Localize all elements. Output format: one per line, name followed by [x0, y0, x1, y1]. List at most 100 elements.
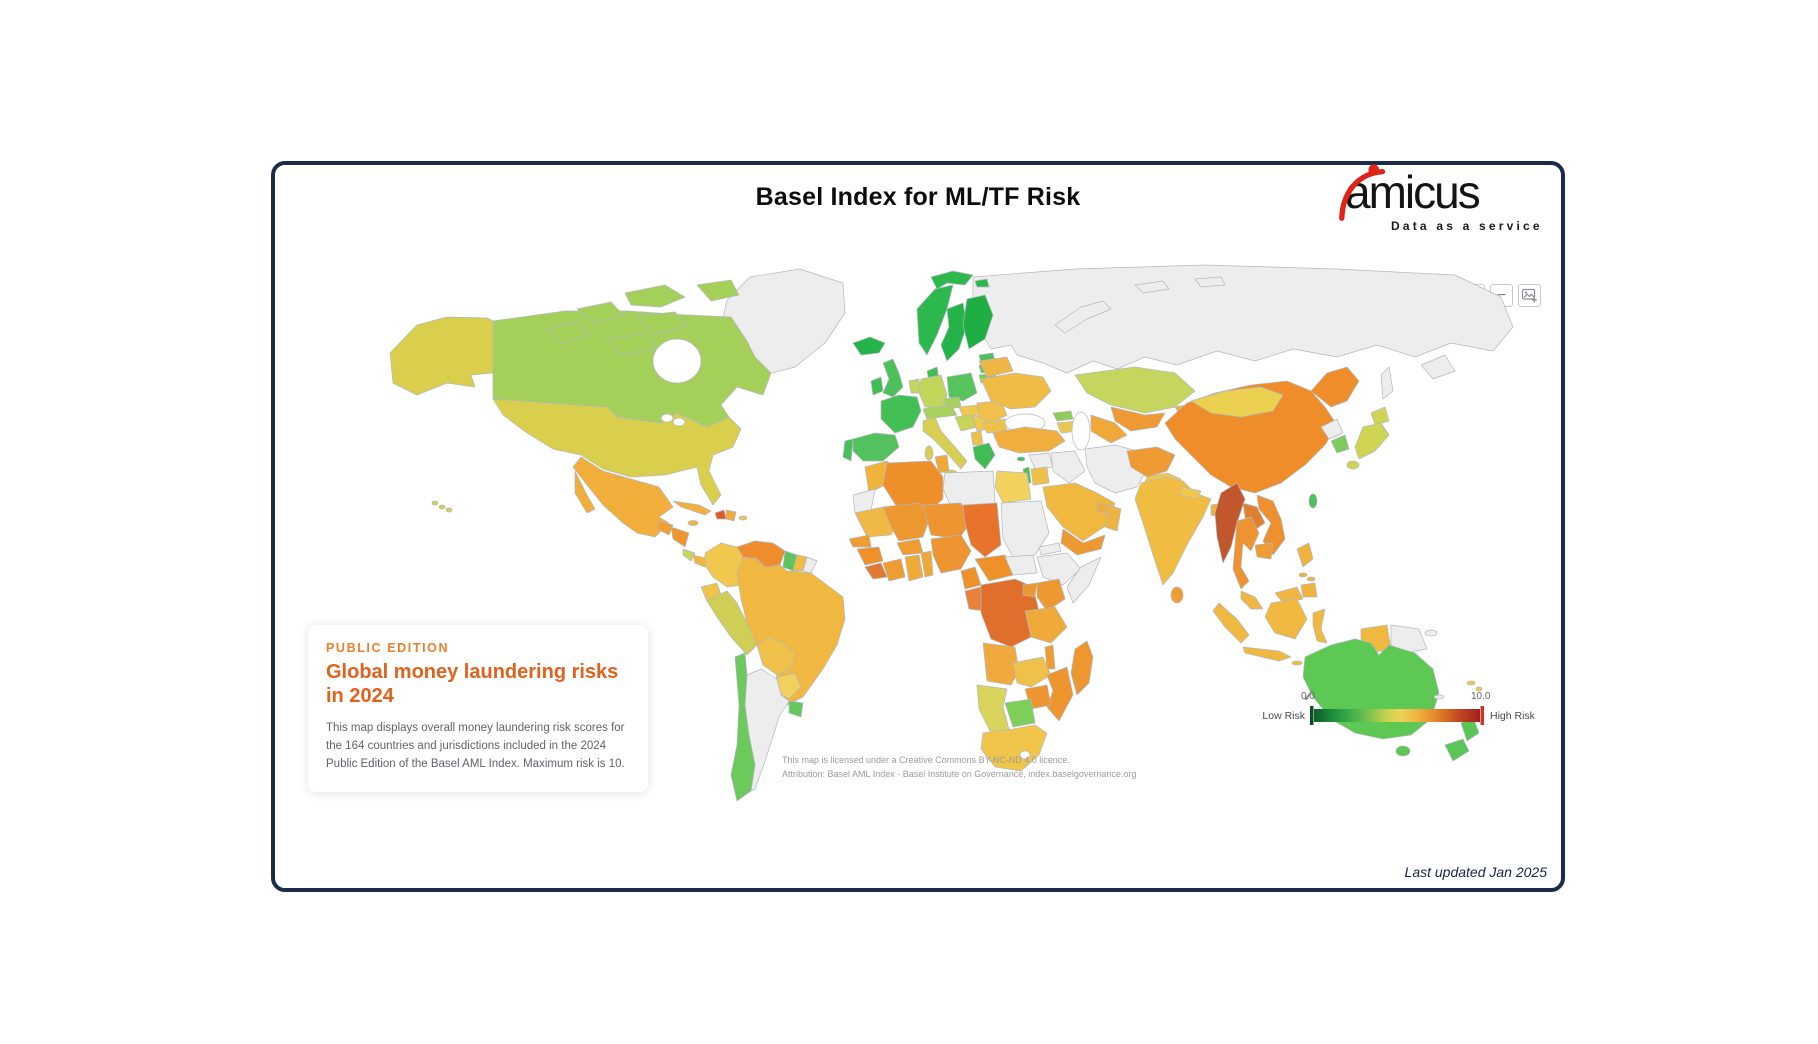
country-syria[interactable]: [1028, 452, 1054, 470]
country-sierra-leone[interactable]: [864, 562, 888, 580]
country-myanmar[interactable]: [1214, 482, 1246, 564]
country-vietnam[interactable]: [1256, 494, 1286, 556]
country-kazakhstan[interactable]: [1074, 366, 1196, 414]
country-botswana[interactable]: [1004, 698, 1036, 728]
country-uruguay[interactable]: [788, 700, 804, 718]
country-cuba[interactable]: [672, 500, 712, 516]
country-ukraine[interactable]: [980, 372, 1052, 410]
legend-low-tick: [1310, 706, 1314, 725]
country-yemen[interactable]: [1060, 528, 1106, 556]
country-malawi[interactable]: [1044, 644, 1056, 670]
country-ireland[interactable]: [870, 376, 884, 396]
country-australia[interactable]: [1302, 638, 1440, 757]
country-guinea[interactable]: [856, 546, 884, 566]
country-india[interactable]: [1134, 476, 1212, 586]
country-dominican-republic[interactable]: [725, 509, 737, 522]
country-georgia[interactable]: [1052, 410, 1074, 422]
country-south-sudan[interactable]: [1004, 554, 1038, 576]
country-sri-lanka[interactable]: [1170, 586, 1184, 604]
country-philippines[interactable]: [1296, 542, 1318, 598]
country-alpine[interactable]: [922, 404, 958, 420]
country-puerto-rico[interactable]: [738, 515, 748, 521]
country-sweden[interactable]: [940, 302, 968, 362]
country-mongolia[interactable]: [1190, 386, 1284, 418]
country-italy[interactable]: [922, 416, 968, 477]
country-ethiopia[interactable]: [1036, 552, 1082, 586]
country-uzbekistan[interactable]: [1110, 406, 1166, 432]
country-somalia[interactable]: [1066, 556, 1102, 604]
country-jamaica[interactable]: [687, 520, 699, 526]
country-chad[interactable]: [962, 502, 1002, 558]
country-benin[interactable]: [920, 550, 934, 578]
country-portugal[interactable]: [842, 438, 854, 462]
country-colombia[interactable]: [704, 542, 744, 588]
country-turkmenistan[interactable]: [1090, 414, 1128, 444]
country-chile[interactable]: [730, 652, 756, 802]
country-senegal[interactable]: [848, 534, 872, 548]
country-new-caledonia[interactable]: [1433, 694, 1445, 700]
country-tunisia[interactable]: [934, 454, 950, 474]
country-japan[interactable]: [1346, 406, 1390, 470]
country-albania[interactable]: [970, 430, 984, 446]
country-sudan[interactable]: [1000, 500, 1050, 558]
page-title: Basel Index for ML/TF Risk: [755, 183, 1081, 211]
reset-view-button[interactable]: [1518, 284, 1541, 307]
info-card: PUBLIC EDITION Global money laundering r…: [308, 625, 648, 792]
country-mali[interactable]: [882, 502, 932, 542]
country-nepal[interactable]: [1178, 486, 1202, 500]
country-taiwan[interactable]: [1308, 493, 1318, 509]
country-cameroon[interactable]: [960, 566, 982, 590]
country-haiti[interactable]: [714, 509, 727, 520]
country-norway[interactable]: [916, 270, 990, 356]
country-turkey[interactable]: [992, 426, 1066, 454]
country-namibia[interactable]: [976, 684, 1010, 734]
country-north-korea[interactable]: [1320, 418, 1344, 440]
country-zambia[interactable]: [1012, 656, 1052, 688]
country-fiji[interactable]: [1466, 680, 1483, 692]
country-south-africa[interactable]: [980, 724, 1048, 772]
country-costa-rica[interactable]: [682, 548, 696, 562]
country-cyprus[interactable]: [1016, 456, 1026, 462]
country-nigeria[interactable]: [930, 534, 972, 574]
amicus-logo: amicus Data as a service: [1333, 164, 1569, 245]
country-mozambique[interactable]: [1046, 666, 1074, 722]
country-russia[interactable]: [972, 264, 1514, 400]
country-canada[interactable]: [492, 279, 772, 428]
country-france[interactable]: [880, 394, 922, 434]
reset-view-icon: [1521, 288, 1537, 303]
country-egypt[interactable]: [994, 470, 1032, 504]
country-oman[interactable]: [1104, 504, 1122, 532]
country-kenya[interactable]: [1036, 578, 1066, 612]
country-madagascar[interactable]: [1070, 640, 1094, 696]
country-laos[interactable]: [1242, 502, 1266, 532]
country-niger[interactable]: [922, 502, 972, 540]
country-jordan[interactable]: [1030, 466, 1050, 486]
country-iraq[interactable]: [1050, 450, 1086, 484]
country-thailand[interactable]: [1232, 516, 1260, 590]
country-iceland[interactable]: [852, 336, 886, 356]
country-south-korea[interactable]: [1330, 434, 1350, 454]
country-poland[interactable]: [946, 372, 978, 402]
country-bolivia[interactable]: [756, 636, 796, 676]
country-finland[interactable]: [962, 294, 994, 350]
country-ghana[interactable]: [904, 554, 924, 582]
country-uganda[interactable]: [1022, 582, 1038, 598]
country-belarus[interactable]: [978, 356, 1014, 378]
country-guatemala[interactable]: [656, 520, 674, 536]
country-png[interactable]: [1390, 624, 1438, 654]
country-germany[interactable]: [918, 374, 948, 410]
country-uk[interactable]: [882, 358, 904, 398]
country-angola[interactable]: [982, 642, 1020, 686]
country-burkina-faso[interactable]: [896, 538, 924, 556]
country-afghanistan[interactable]: [1126, 446, 1176, 478]
country-honduras[interactable]: [670, 526, 690, 548]
country-spain[interactable]: [852, 432, 900, 462]
country-eritrea[interactable]: [1038, 542, 1062, 556]
country-uae[interactable]: [1096, 502, 1110, 514]
country-tanzania[interactable]: [1024, 606, 1068, 644]
country-ivory-coast[interactable]: [882, 558, 906, 582]
country-cambodia[interactable]: [1254, 542, 1274, 560]
attribution: This map is licensed under a Creative Co…: [782, 754, 1136, 781]
caspian-sea: [1071, 411, 1091, 451]
country-new-zealand[interactable]: [1444, 716, 1480, 762]
